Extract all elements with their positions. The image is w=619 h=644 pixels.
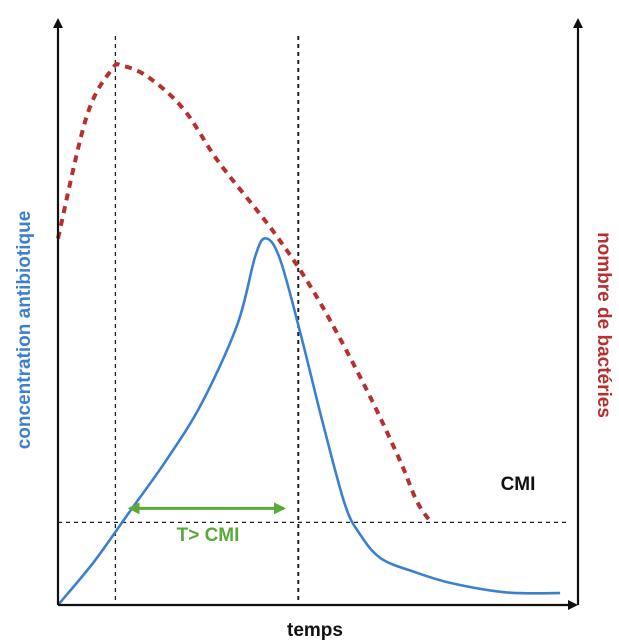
right-y-axis-label: nombre de bactéries [593, 232, 614, 418]
left-y-axis-label: concentration antibiotique [14, 211, 35, 450]
x-axis-label: temps [287, 620, 343, 641]
cmi-label: CMI [501, 474, 536, 495]
reference-lines [114, 36, 300, 605]
bacteria-count-curve [56, 62, 433, 524]
time-above-cmi-label: T> CMI [177, 525, 240, 546]
concentration-curve [57, 237, 561, 606]
